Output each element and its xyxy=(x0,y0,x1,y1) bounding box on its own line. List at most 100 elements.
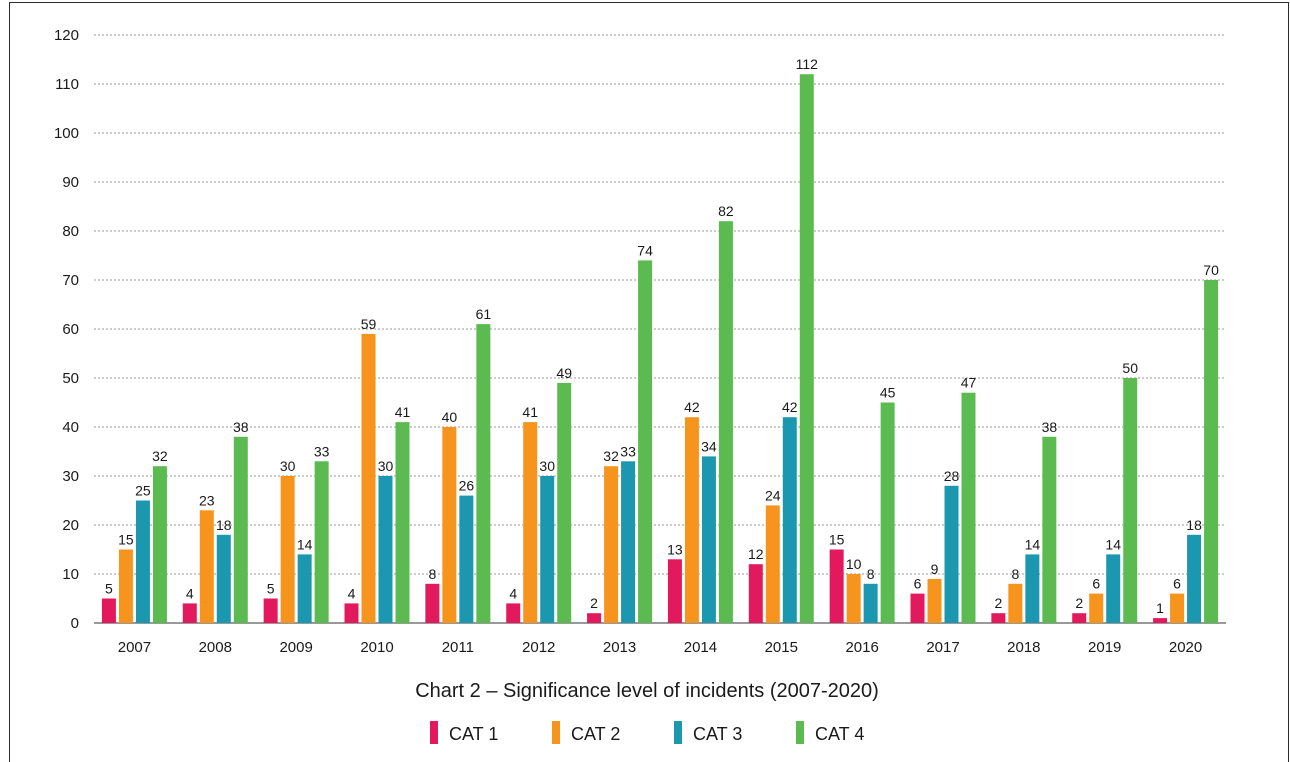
data-label: 1 xyxy=(1156,600,1164,616)
x-tick-label: 2020 xyxy=(1169,639,1202,656)
data-label: 8 xyxy=(867,566,875,582)
data-label: 32 xyxy=(152,448,168,464)
bar-cat-4 xyxy=(557,382,572,623)
data-label: 15 xyxy=(118,532,134,548)
x-tick-label: 2015 xyxy=(765,639,798,656)
y-tick-label: 100 xyxy=(54,125,79,142)
bar-cat-3 xyxy=(135,500,150,623)
bar-cat-2 xyxy=(280,476,295,623)
bar-cat-4 xyxy=(1123,378,1138,623)
bar-cat-4 xyxy=(314,461,329,623)
x-tick-label: 2019 xyxy=(1088,639,1121,656)
data-label: 112 xyxy=(796,56,819,72)
data-label: 82 xyxy=(718,203,734,219)
data-label: 61 xyxy=(476,306,492,322)
x-tick-label: 2012 xyxy=(522,639,555,656)
data-label: 38 xyxy=(233,419,249,435)
data-label: 25 xyxy=(135,483,151,499)
bar-cat-2 xyxy=(199,510,214,623)
legend-swatch xyxy=(796,721,804,744)
data-label: 18 xyxy=(1186,517,1202,533)
bar-cat-3 xyxy=(1025,554,1040,623)
data-label: 32 xyxy=(603,448,619,464)
bar-cat-2 xyxy=(118,549,133,623)
bar-cat-2 xyxy=(846,574,861,623)
bar-cat-2 xyxy=(361,333,376,623)
bar-cat-1 xyxy=(101,598,116,623)
data-label: 45 xyxy=(880,385,896,401)
data-label: 23 xyxy=(199,492,215,508)
bar-cat-1 xyxy=(506,603,521,623)
data-label: 2 xyxy=(994,595,1002,611)
bar-cat-3 xyxy=(782,417,797,623)
bar-cat-1 xyxy=(667,559,682,623)
bar-cat-3 xyxy=(459,495,474,623)
y-tick-label: 0 xyxy=(71,615,79,632)
bar-cat-1 xyxy=(344,603,359,623)
bar-cat-1 xyxy=(829,549,844,623)
data-label: 30 xyxy=(539,458,555,474)
x-tick-label: 2007 xyxy=(118,639,151,656)
data-label: 49 xyxy=(556,365,572,381)
y-tick-label: 90 xyxy=(62,174,79,191)
legend-label: CAT 2 xyxy=(571,724,620,744)
bar-cat-1 xyxy=(587,613,602,623)
bar-cat-1 xyxy=(263,598,278,623)
chart-title: Chart 2 – Significance level of incident… xyxy=(415,680,879,702)
data-label: 5 xyxy=(267,581,275,597)
data-label: 5 xyxy=(105,581,113,597)
data-label: 33 xyxy=(620,443,636,459)
data-label: 15 xyxy=(829,532,845,548)
bar-cat-4 xyxy=(233,436,248,623)
y-tick-label: 10 xyxy=(62,566,79,583)
bar-cat-2 xyxy=(1008,583,1023,623)
bar-cat-2 xyxy=(523,422,538,623)
bar-cat-1 xyxy=(425,583,440,623)
bar-cat-1 xyxy=(1153,618,1168,623)
bar-cat-2 xyxy=(1170,593,1185,623)
x-tick-label: 2009 xyxy=(279,639,312,656)
y-tick-label: 110 xyxy=(55,76,79,93)
bar-cat-3 xyxy=(944,485,959,623)
data-label: 14 xyxy=(1025,536,1041,552)
bar-cat-2 xyxy=(684,417,699,623)
bar-cat-4 xyxy=(395,422,410,623)
bar-cat-1 xyxy=(748,564,763,623)
data-label: 6 xyxy=(1092,576,1100,592)
data-label: 47 xyxy=(961,375,977,391)
bar-cat-3 xyxy=(378,476,393,623)
y-tick-label: 50 xyxy=(62,370,79,387)
bar-cat-3 xyxy=(1187,534,1202,623)
legend-swatch xyxy=(430,721,438,744)
bar-cat-4 xyxy=(638,260,653,623)
bar-cat-1 xyxy=(991,613,1006,623)
bar-cat-3 xyxy=(621,461,636,623)
data-label: 2 xyxy=(590,595,598,611)
data-label: 42 xyxy=(684,399,700,415)
data-label: 70 xyxy=(1203,262,1219,278)
chart-frame xyxy=(9,2,1289,762)
bar-cat-1 xyxy=(182,603,197,623)
bar-cat-4 xyxy=(1204,280,1219,623)
data-label: 42 xyxy=(782,399,798,415)
data-label: 38 xyxy=(1042,419,1058,435)
data-label: 26 xyxy=(459,478,475,494)
bar-cat-2 xyxy=(1089,593,1104,623)
y-tick-label: 30 xyxy=(62,468,79,485)
bar-cat-1 xyxy=(1072,613,1087,623)
data-label: 14 xyxy=(297,536,313,552)
data-label: 30 xyxy=(280,458,296,474)
y-tick-label: 70 xyxy=(62,272,79,289)
data-label: 6 xyxy=(1173,576,1181,592)
bar-cat-4 xyxy=(1042,436,1057,623)
bar-cat-3 xyxy=(540,476,555,623)
bar-cat-4 xyxy=(880,402,895,623)
data-label: 8 xyxy=(428,566,436,582)
bar-cat-4 xyxy=(476,324,491,623)
data-label: 6 xyxy=(914,576,922,592)
data-label: 30 xyxy=(378,458,394,474)
data-label: 41 xyxy=(395,404,411,420)
data-label: 8 xyxy=(1011,566,1019,582)
bar-cat-4 xyxy=(961,392,976,623)
